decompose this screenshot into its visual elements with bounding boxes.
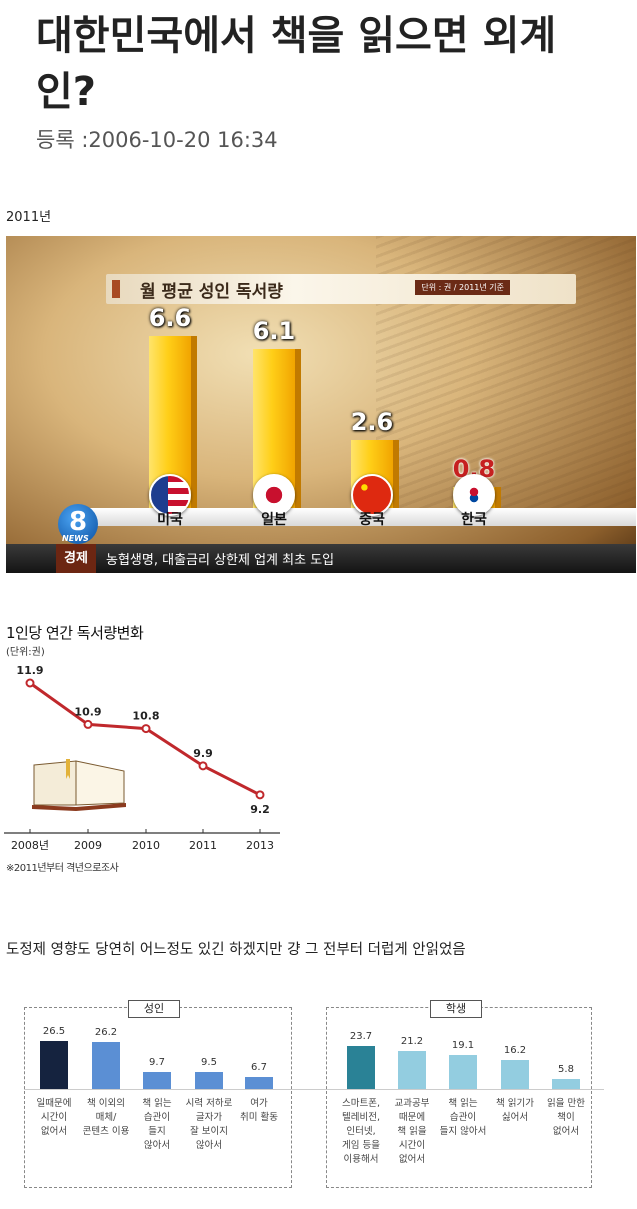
tv-bar-value: 6.1 [252, 317, 296, 346]
reading-trend-line-chart: 11.9 2008년 10.9 2009 10.8 2010 9.9 2011 9.2 2013 [4, 664, 280, 852]
data-label: 9.2 [250, 803, 270, 816]
tv-chart-unit: 단위 : 권 / 2011년 기준 [415, 280, 510, 295]
adult-panel-label: 성인 [128, 1000, 180, 1018]
survey-bar [449, 1054, 477, 1089]
student-panel-label: 학생 [430, 1000, 482, 1018]
survey-category-label: 책 읽는 습관이 들지 않아서 [142, 1098, 172, 1151]
x-tick-label: 2013 [246, 839, 274, 852]
year-caption: 2011년 [6, 210, 52, 225]
open-book-icon [32, 759, 126, 811]
tv-country-label: 중국 [359, 512, 385, 528]
survey-category-label: 여가 취미 활동 [240, 1098, 278, 1123]
tv-country-label: 한국 [461, 512, 487, 528]
data-point [83, 719, 93, 729]
survey-bar [143, 1071, 171, 1089]
tv-chart-banner: 월 평균 성인 독서량 단위 : 권 / 2011년 기준 [106, 274, 576, 304]
survey-category-label: 읽을 만한 책이 없어서 [547, 1098, 585, 1137]
ticker-text: 농협생명, 대출금리 상한제 업계 최초 도입 [106, 553, 335, 568]
survey-bar-value: 16.2 [503, 1044, 527, 1056]
korea-flag-icon [453, 474, 495, 516]
data-point [198, 761, 208, 771]
survey-category-label: 책 이외의 매체/ 콘텐츠 이용 [82, 1098, 130, 1137]
survey-bar [40, 1041, 68, 1089]
survey-bar [552, 1078, 580, 1089]
survey-bar-value: 26.5 [42, 1026, 66, 1038]
channel-logo-sub: NEWS [62, 534, 89, 543]
tv-news-chart-image: 월 평균 성인 독서량 단위 : 권 / 2011년 기준 8 NEWS 경제 … [6, 236, 636, 573]
survey-bar-value: 9.5 [201, 1056, 217, 1068]
line-chart-footnote: ※2011년부터 격년으로조사 [6, 863, 119, 874]
post-comment: 도정제 영향도 당연히 어느정도 있긴 하겠지만 걍 그 전부터 더럽게 안읽었… [6, 942, 466, 958]
survey-category-label: 시력 저하로 글자가 잘 보이지 않아서 [185, 1098, 233, 1151]
survey-bar-value: 6.7 [251, 1061, 267, 1073]
tv-country-label: 미국 [157, 512, 183, 528]
tv-chart-baseline [66, 508, 636, 526]
survey-bar-value: 9.7 [149, 1056, 165, 1068]
x-tick-label: 2009 [74, 839, 102, 852]
x-tick-label: 2011 [189, 839, 217, 852]
tv-chart-title: 월 평균 성인 독서량 [140, 282, 283, 302]
survey-category-label: 책 읽는 습관이 들지 않아서 [439, 1098, 487, 1137]
x-tick-label: 2008년 [11, 839, 49, 852]
data-point [25, 678, 35, 688]
article-meta: 등록 :2006-10-20 16:34 [36, 128, 278, 152]
news-ticker: 경제 농협생명, 대출금리 상한제 업계 최초 도입 [6, 544, 636, 573]
line-chart-title: 1인당 연간 독서량변화 [6, 624, 144, 642]
china-flag-icon [351, 474, 393, 516]
survey-bar [92, 1041, 120, 1089]
article-title: 대한민국에서 책을 읽으면 외계인? [36, 13, 557, 115]
tv-bar-value: 6.6 [148, 304, 192, 333]
survey-category-label: 스마트폰, 텔레비전, 인터넷, 게임 등을 이용해서 [342, 1098, 380, 1165]
x-tick-label: 2010 [132, 839, 160, 852]
survey-bar [195, 1071, 223, 1089]
survey-bar-value: 21.2 [400, 1035, 424, 1047]
data-label: 9.9 [193, 747, 213, 760]
data-point [255, 790, 265, 800]
survey-bar [398, 1050, 426, 1089]
survey-bar [347, 1046, 375, 1089]
japan-flag-icon [253, 474, 295, 516]
data-label: 10.8 [132, 710, 159, 723]
data-point [141, 724, 151, 734]
banner-mark [112, 280, 120, 298]
survey-axis [24, 1089, 604, 1090]
line-chart-unit: (단위:권) [6, 647, 45, 658]
survey-category-label: 일때문에 시간이 없어서 [36, 1098, 72, 1137]
tv-country-label: 일본 [261, 512, 287, 528]
us-flag-icon [149, 474, 191, 516]
survey-bar-value: 5.8 [558, 1063, 574, 1075]
tv-bar-value: 2.6 [350, 408, 394, 437]
channel-logo-number: 8 [68, 507, 88, 537]
data-label: 11.9 [16, 664, 43, 677]
data-label: 10.9 [74, 705, 101, 718]
survey-bar [501, 1059, 529, 1089]
survey-category-label: 교과공부 때문에 책 읽을 시간이 없어서 [394, 1098, 430, 1165]
survey-category-label: 책 읽기가 싫어서 [496, 1098, 534, 1123]
survey-bar-value: 19.1 [451, 1039, 475, 1051]
ticker-category: 경제 [56, 544, 96, 573]
survey-bar-value: 26.2 [94, 1026, 118, 1038]
channel-logo-icon: 8 NEWS [58, 504, 98, 544]
survey-bar-value: 23.7 [349, 1031, 373, 1043]
survey-bar [245, 1076, 273, 1089]
